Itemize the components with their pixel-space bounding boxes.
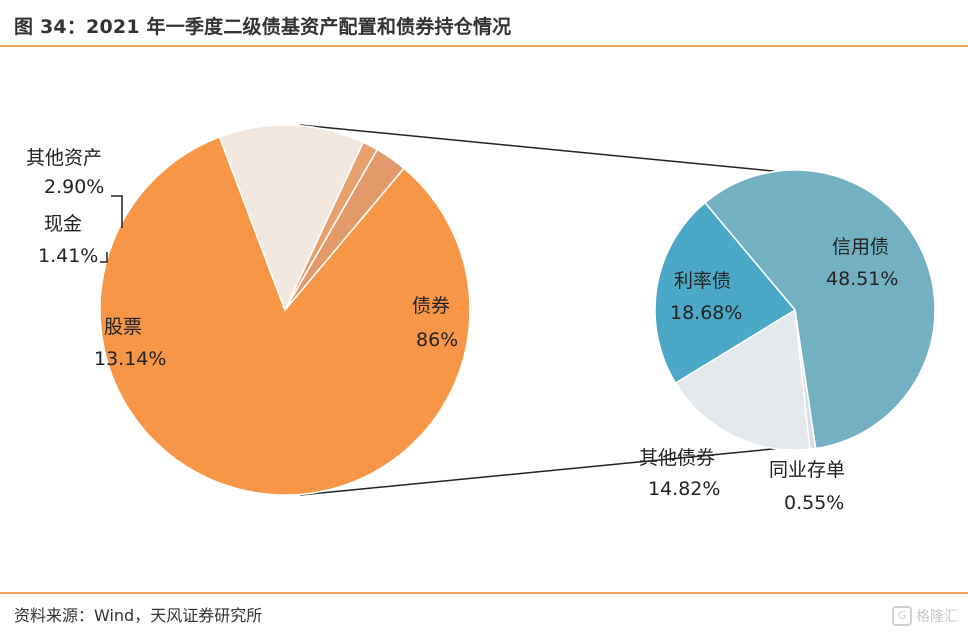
connector-line-bottom — [299, 447, 784, 496]
label-rate-name: 利率债 — [674, 270, 731, 292]
label-interbank-value: 0.55% — [784, 492, 844, 514]
source-note: 资料来源：Wind，天风证券研究所 — [14, 606, 263, 625]
pie-slice-other-bond — [674, 308, 811, 451]
gelonghui-logo-icon: G — [892, 606, 912, 626]
label-other-assets-value: 2.90% — [44, 176, 104, 198]
leader-line-other-assets — [111, 195, 123, 228]
label-other-bond-name: 其他债券 — [639, 447, 715, 469]
label-stock-value: 13.14% — [94, 348, 166, 370]
label-cash-name: 现金 — [44, 213, 82, 235]
label-other-bond-value: 14.82% — [648, 478, 720, 500]
top-rule — [0, 45, 968, 47]
pie-slice-other-assets — [284, 148, 405, 311]
pie-slice-stock — [218, 124, 365, 312]
pie-slice-bond — [99, 136, 471, 496]
secondary-pie — [654, 169, 936, 451]
pie-slice-rate-bond — [654, 201, 797, 385]
leader-line-cash — [100, 252, 108, 263]
main-pie — [99, 124, 471, 496]
label-rate-value: 18.68% — [670, 302, 742, 324]
connector-line-top — [299, 124, 784, 173]
pie-slice-credit-bond — [703, 169, 936, 450]
label-cash-value: 1.41% — [38, 245, 98, 267]
label-bond-value: 86% — [416, 329, 458, 351]
watermark: G 格隆汇 — [892, 606, 958, 626]
label-stock-name: 股票 — [104, 316, 142, 338]
label-credit-value: 48.51% — [826, 268, 898, 290]
label-other-assets-name: 其他资产 — [26, 147, 102, 169]
label-interbank-name: 同业存单 — [769, 459, 845, 481]
chart-title: 图 34：2021 年一季度二级债基资产配置和债券持仓情况 — [14, 16, 512, 38]
label-credit-name: 信用债 — [832, 236, 889, 258]
label-bond-name: 债券 — [412, 295, 450, 317]
watermark-text: 格隆汇 — [916, 609, 958, 625]
bottom-rule — [0, 592, 968, 594]
